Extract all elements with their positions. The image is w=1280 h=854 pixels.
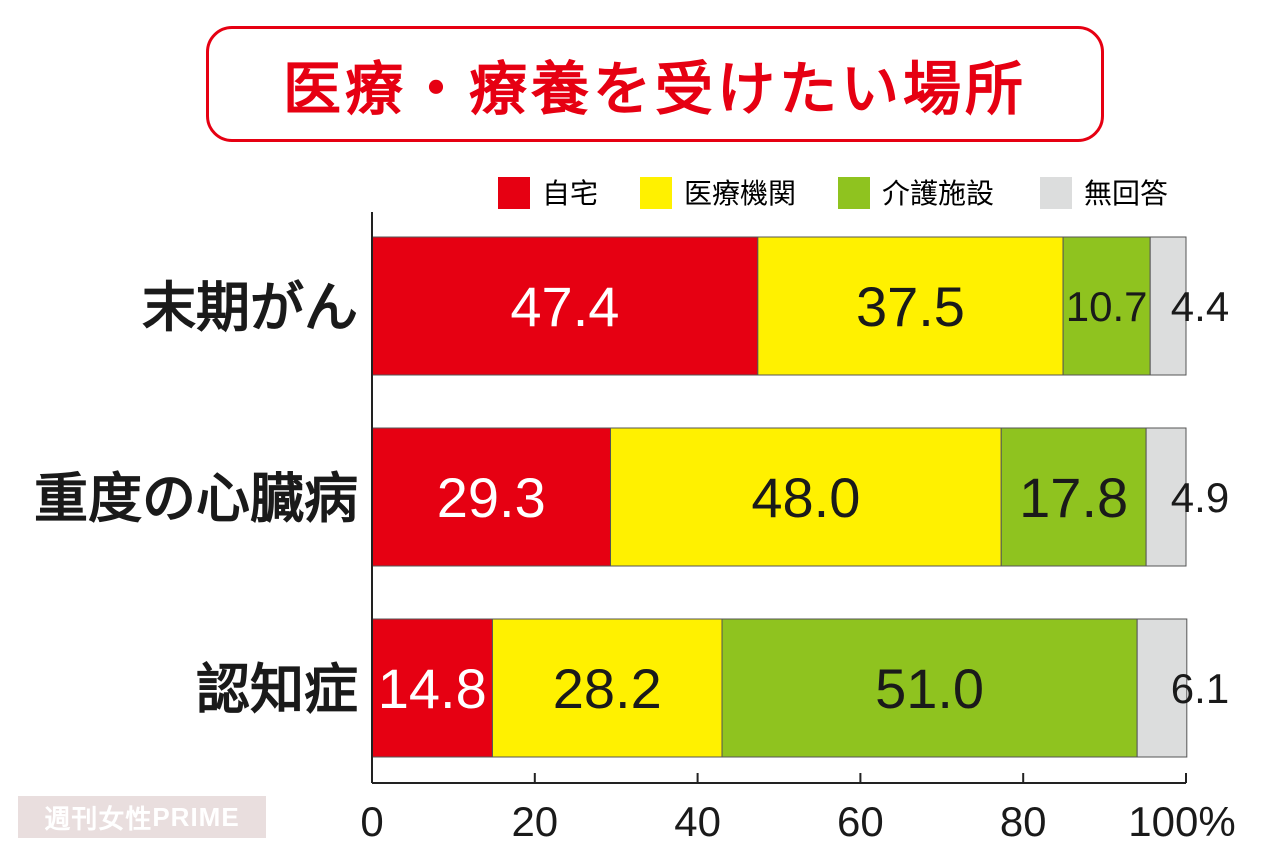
data-label: 48.0: [751, 466, 860, 529]
legend-swatch: [498, 177, 530, 209]
bar-segment: [371, 236, 759, 376]
data-label: 17.8: [1019, 466, 1128, 529]
x-tick-label: 100%: [1128, 798, 1235, 845]
data-label: 28.2: [553, 657, 662, 720]
bar-segment: [1062, 236, 1151, 376]
chart-title: 医療・療養を受けたい場所: [282, 55, 1027, 123]
bar-segment: [1145, 427, 1187, 567]
data-label: 6.1: [1171, 665, 1229, 712]
category-label: 重度の心臓病: [34, 467, 358, 530]
category-label: 末期がん: [142, 276, 358, 339]
legend-label: 無回答: [1084, 177, 1168, 210]
watermark-jp: 週刊女性: [44, 803, 153, 834]
data-label: 14.8: [378, 657, 487, 720]
chart-title-box: 医療・療養を受けたい場所: [206, 26, 1104, 142]
x-tick-label: 80: [1000, 798, 1047, 845]
bar-segment: [1149, 236, 1187, 376]
bar-segment: [721, 618, 1138, 758]
legend-label: 自宅: [542, 177, 598, 210]
bar-segment: [610, 427, 1002, 567]
legend-swatch: [1040, 177, 1072, 209]
data-label: 51.0: [875, 657, 984, 720]
x-tick-label: 20: [511, 798, 558, 845]
legend-label: 介護施設: [882, 177, 994, 210]
bar-segment: [757, 236, 1064, 376]
bar-segment: [371, 618, 493, 758]
data-label: 37.5: [856, 275, 965, 338]
legend-swatch: [640, 177, 672, 209]
watermark-logo: 週刊女性 PRIME: [18, 796, 266, 838]
legend-swatch: [838, 177, 870, 209]
bar-segment: [371, 427, 612, 567]
data-label: 47.4: [510, 275, 619, 338]
bar-segment: [1000, 427, 1147, 567]
x-tick-label: 40: [674, 798, 721, 845]
data-label: 4.4: [1171, 283, 1229, 330]
x-tick-label: 60: [837, 798, 884, 845]
data-label: 4.9: [1171, 474, 1229, 521]
category-label: 認知症: [196, 658, 358, 721]
watermark-en: PRIME: [152, 801, 240, 832]
data-label: 29.3: [437, 466, 546, 529]
x-tick-label: 0: [360, 798, 383, 845]
legend-label: 医療機関: [684, 177, 796, 210]
bar-segment: [1136, 618, 1188, 758]
data-label: 10.7: [1066, 283, 1148, 330]
